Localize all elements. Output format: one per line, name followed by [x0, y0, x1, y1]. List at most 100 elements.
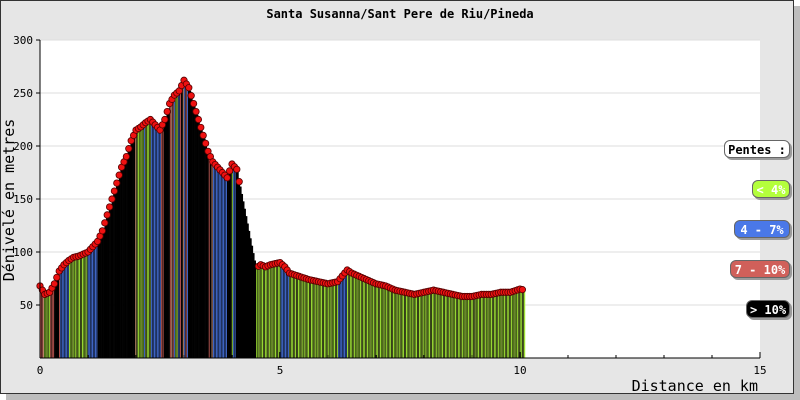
- elevation-bar: [297, 275, 300, 358]
- elevation-bar: [104, 222, 107, 358]
- elevation-bar: [277, 263, 280, 358]
- elevation-bar: [460, 296, 462, 358]
- elevation-bar: [520, 289, 523, 358]
- elevation-bar: [417, 293, 419, 358]
- y-tick-label: 300: [13, 34, 33, 47]
- y-tick-label: 150: [13, 193, 33, 206]
- elevation-bar: [362, 277, 364, 358]
- elevation-bar: [375, 283, 377, 358]
- elevation-point: [101, 219, 109, 227]
- elevation-bar: [96, 242, 98, 358]
- elevation-bar: [292, 273, 294, 358]
- elevation-bar: [194, 105, 196, 358]
- elevation-bar: [457, 295, 460, 358]
- elevation-bar: [150, 120, 153, 358]
- elevation-bar: [405, 292, 408, 358]
- elevation-bar: [201, 129, 203, 358]
- elevation-bar: [346, 270, 349, 358]
- elevation-bar: [306, 278, 308, 358]
- elevation-point: [223, 174, 231, 182]
- elevation-bar: [276, 263, 278, 358]
- elevation-bar: [113, 194, 115, 358]
- elevation-bar: [148, 121, 150, 358]
- elevation-bar: [60, 269, 62, 358]
- elevation-bar: [404, 292, 406, 358]
- elevation-bar: [372, 282, 375, 358]
- elevation-bar: [388, 287, 390, 358]
- steep-descent-area: [236, 169, 256, 358]
- elevation-bars: [39, 80, 526, 359]
- x-axis-ticks: 0 5 10 15: [37, 352, 767, 377]
- elevation-bar: [352, 273, 354, 358]
- elevation-point: [197, 123, 205, 132]
- chart-title: Santa Susanna/Sant Pere de Riu/Pineda: [266, 7, 533, 21]
- elevation-bar: [227, 177, 229, 358]
- elevation-point: [235, 178, 243, 186]
- elevation-bar: [326, 283, 328, 358]
- elevation-bar: [106, 218, 108, 358]
- elevation-bar: [361, 277, 363, 358]
- elevation-bar: [513, 291, 516, 358]
- elevation-bar: [289, 272, 291, 358]
- y-tick-label: 50: [20, 299, 33, 312]
- elevation-bar: [199, 124, 202, 359]
- elevation-bar: [93, 246, 95, 358]
- elevation-bar: [185, 82, 187, 359]
- elevation-bar: [482, 294, 484, 358]
- elevation-bar: [47, 293, 49, 358]
- elevation-bar: [437, 291, 439, 358]
- elevation-bar: [506, 292, 508, 358]
- elevation-bar: [220, 169, 222, 358]
- elevation-bar: [366, 279, 369, 358]
- elevation-bar: [116, 184, 118, 358]
- elevation-bar: [258, 265, 261, 358]
- elevation-bar: [408, 293, 411, 358]
- elevation-bar: [100, 235, 102, 358]
- elevation-bar: [182, 83, 184, 359]
- x-tick-label: 0: [37, 364, 44, 377]
- elevation-bar: [188, 86, 190, 358]
- elevation-bar: [453, 294, 455, 358]
- elevation-bar: [274, 263, 277, 358]
- elevation-bar: [447, 293, 449, 358]
- elevation-bar: [234, 166, 236, 358]
- elevation-bar: [57, 276, 59, 358]
- elevation-bar: [214, 163, 216, 358]
- elevation-bar: [71, 258, 74, 358]
- elevation-bar: [448, 293, 451, 358]
- elevation-bar: [109, 208, 111, 358]
- elevation-bar: [63, 265, 65, 358]
- elevation-bar: [340, 277, 343, 358]
- elevation-bar: [371, 281, 373, 358]
- elevation-bar: [464, 296, 467, 358]
- elevation-bar: [461, 296, 464, 358]
- elevation-bar: [58, 272, 61, 358]
- elevation-bar: [418, 293, 421, 358]
- elevation-bar: [474, 295, 477, 358]
- elevation-bar: [166, 113, 169, 358]
- elevation-bar: [232, 165, 235, 358]
- elevation-bar: [73, 257, 75, 358]
- elevation-bar: [266, 266, 268, 358]
- elevation-bar: [156, 126, 159, 358]
- elevation-bar: [281, 264, 284, 358]
- elevation-bar: [313, 280, 316, 358]
- elevation-bar: [296, 275, 298, 358]
- elevation-bar: [122, 166, 124, 358]
- elevation-bar: [398, 290, 400, 358]
- elevation-bar: [443, 292, 445, 358]
- elevation-bar: [110, 203, 112, 358]
- elevation-bar: [293, 274, 295, 358]
- elevation-bar: [143, 124, 146, 358]
- elevation-bar: [279, 262, 281, 358]
- elevation-bar: [450, 293, 452, 358]
- elevation-bar: [451, 294, 454, 358]
- elevation-bar: [146, 122, 148, 358]
- elevation-bar: [55, 279, 58, 358]
- elevation-bar: [505, 292, 507, 358]
- elevation-bar: [123, 162, 125, 358]
- elevation-bar: [358, 275, 360, 358]
- elevation-bar: [235, 168, 238, 358]
- elevation-bar: [303, 277, 305, 358]
